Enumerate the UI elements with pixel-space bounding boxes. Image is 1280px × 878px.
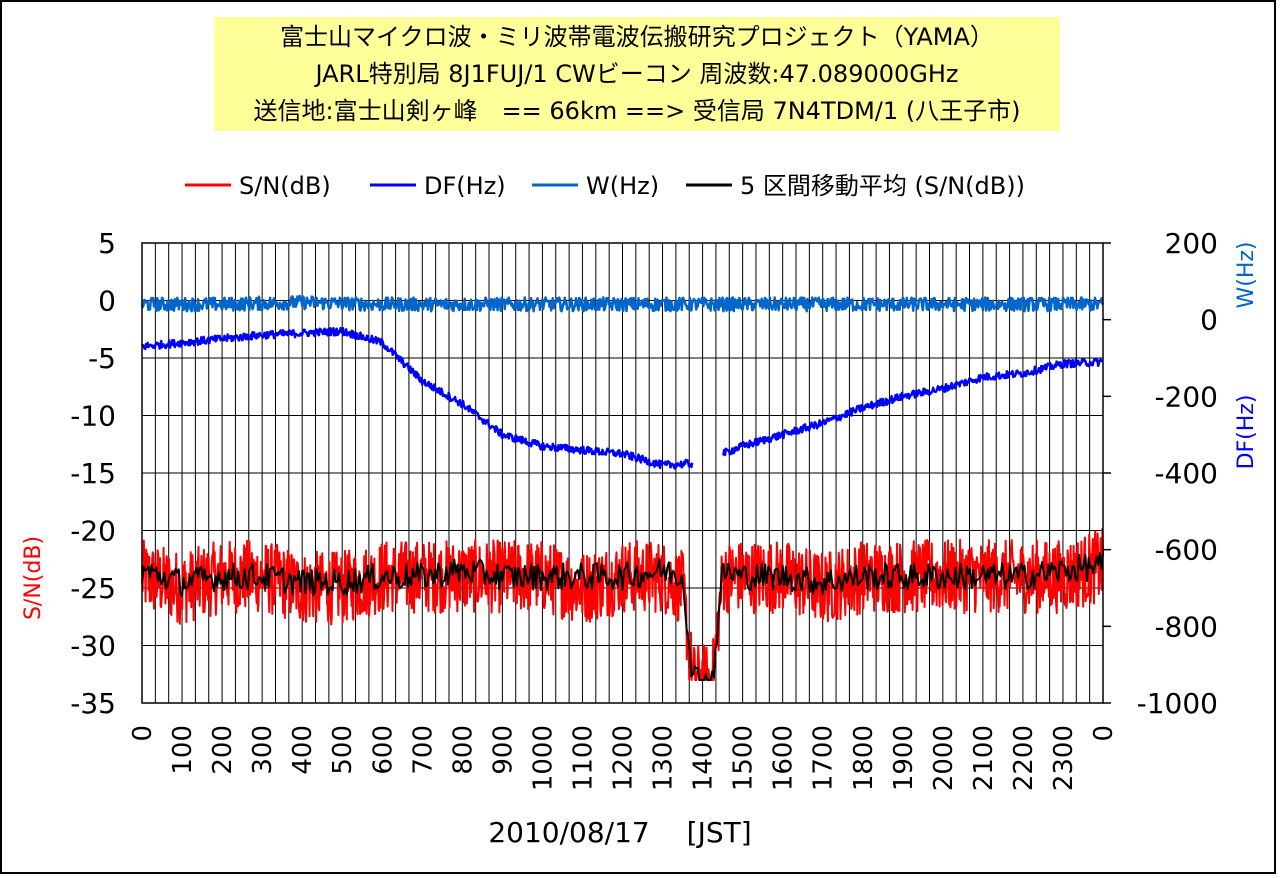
- series-line: [722, 357, 1104, 457]
- x-axis-tick-label: 2200: [1009, 725, 1039, 791]
- right-axis-label-w: W(Hz): [1234, 241, 1259, 308]
- left-axis-tick-label: -35: [70, 687, 116, 720]
- x-axis-tick-label: 2000: [929, 725, 959, 791]
- x-axis-tick-label: 1000: [528, 725, 558, 791]
- x-axis-tick-label: 1500: [729, 725, 759, 791]
- chart-title-line-1: 富士山マイクロ波・ミリ波帯電波伝搬研究プロジェクト（YAMA）: [280, 23, 994, 51]
- left-axis-tick-label: 5: [98, 227, 116, 260]
- left-axis-tick-label: -5: [88, 342, 116, 375]
- right-axis-tick-label: -400: [1154, 457, 1218, 490]
- series-line: [140, 294, 1105, 313]
- legend-label: 5 区間移動平均 (S/N(dB)): [740, 172, 1025, 200]
- x-axis-tick-label: 1600: [769, 725, 799, 791]
- x-axis-tick-label: 0: [128, 725, 158, 742]
- x-axis-label: 2010/08/17 [JST]: [488, 816, 751, 849]
- x-axis-tick-label: 1700: [809, 725, 839, 791]
- legend-label: S/N(dB): [239, 172, 331, 200]
- x-axis-tick-label: 300: [248, 725, 278, 775]
- x-axis-tick-label: 0: [1089, 725, 1119, 742]
- x-axis-tick-label: 400: [288, 725, 318, 775]
- grid: [141, 242, 1104, 704]
- right-axis-label-df: DF(Hz): [1234, 395, 1259, 470]
- x-axis-tick-label: 600: [368, 725, 398, 775]
- x-axis-tick-label: 500: [328, 725, 358, 775]
- x-axis-tick-label: 100: [168, 725, 198, 775]
- x-axis-tick-label: 2300: [1049, 725, 1079, 791]
- right-axis-tick-label: 0: [1200, 304, 1218, 337]
- x-axis-tick-label: 1900: [889, 725, 919, 791]
- legend-label: W(Hz): [586, 172, 659, 200]
- chart-title-line-2: JARL特別局 8J1FUJ/1 CWビーコン 周波数:47.089000GHz: [315, 60, 959, 88]
- x-axis-tick-label: 200: [208, 725, 238, 775]
- chart-title-box: 富士山マイクロ波・ミリ波帯電波伝搬研究プロジェクト（YAMA） JARL特別局 …: [214, 17, 1060, 131]
- chart-title-line-3: 送信地:富士山剣ヶ峰 == 66km ==> 受信局 7N4TDM/1 (八王子…: [253, 97, 1021, 125]
- legend-label: DF(Hz): [424, 172, 506, 200]
- left-axis-tick-label: -25: [70, 572, 116, 605]
- x-axis-tick-label: 900: [488, 725, 518, 775]
- x-axis-tick-label: 1200: [609, 725, 639, 791]
- right-axis-tick-label: -200: [1154, 380, 1218, 413]
- x-axis-tick-label: 1100: [568, 725, 598, 791]
- axes: 50-5-10-15-20-25-30-352000-200-400-600-8…: [21, 227, 1259, 791]
- left-axis-tick-label: -15: [70, 457, 116, 490]
- left-axis-tick-label: -10: [70, 400, 116, 433]
- left-axis-label: S/N(dB): [21, 536, 46, 620]
- series-line: [141, 552, 1104, 681]
- right-axis-tick-label: 200: [1165, 227, 1218, 260]
- series-layer: [140, 294, 1105, 681]
- right-axis-tick-label: -600: [1154, 534, 1218, 567]
- x-axis-tick-label: 2100: [969, 725, 999, 791]
- x-axis-tick-label: 1400: [689, 725, 719, 791]
- series-line: [141, 326, 694, 470]
- series-line: [141, 527, 1104, 681]
- left-axis-tick-label: -20: [70, 515, 116, 548]
- x-axis-tick-label: 1300: [649, 725, 679, 791]
- x-axis-tick-label: 1800: [849, 725, 879, 791]
- right-axis-tick-label: -1000: [1137, 687, 1218, 720]
- left-axis-tick-label: -30: [70, 630, 116, 663]
- x-axis-tick-label: 800: [448, 725, 478, 775]
- right-axis-tick-label: -800: [1154, 610, 1218, 643]
- legend: S/N(dB) DF(Hz) W(Hz) 5 区間移動平均 (S/N(dB)): [185, 172, 1025, 200]
- x-axis-tick-label: 700: [408, 725, 438, 775]
- left-axis-tick-label: 0: [98, 285, 116, 318]
